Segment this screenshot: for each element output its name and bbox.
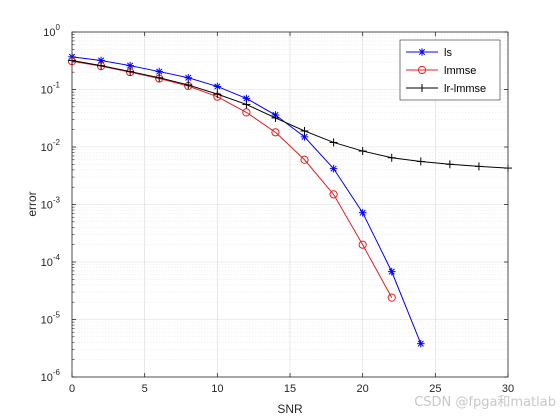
- marker-stroke: [185, 74, 192, 81]
- marker-stroke: [359, 209, 366, 216]
- x-tick-label: 20: [357, 383, 369, 395]
- x-tick-label: 30: [502, 383, 514, 395]
- y-tick-label: 10-2: [41, 138, 61, 154]
- data-point-circle: [387, 293, 396, 302]
- x-tick-label: 5: [142, 383, 148, 395]
- legend-item-ls: ls: [406, 47, 452, 59]
- data-point-asterisk: [417, 339, 425, 348]
- data-point-asterisk: [358, 208, 367, 217]
- marker-stroke: [243, 95, 250, 102]
- marker-stroke: [127, 62, 134, 69]
- marker-stroke: [97, 57, 105, 64]
- x-tick-label: 10: [211, 383, 223, 395]
- data-point-circle: [300, 155, 309, 164]
- data-point-asterisk: [97, 56, 105, 65]
- series-lr-lmmse: [68, 56, 512, 173]
- marker-stroke: [417, 340, 424, 347]
- y-tick-label: 10-5: [41, 311, 61, 327]
- data-point-plus: [126, 67, 135, 76]
- data-point-plus: [445, 160, 454, 169]
- legend: ls lmmse lr-lmmse: [399, 39, 501, 101]
- y-tick-label: 10-6: [41, 368, 61, 384]
- watermark: CSDN @fpga和matlab: [414, 395, 556, 410]
- x-axis-label: SNR: [277, 402, 303, 416]
- data-point-circle: [358, 240, 367, 249]
- data-point-plus: [242, 100, 251, 109]
- marker-stroke: [330, 165, 337, 172]
- data-point-plus: [416, 157, 425, 166]
- data-point-plus: [358, 147, 367, 156]
- legend-label: lmmse: [444, 65, 476, 77]
- data-point-circle: [329, 190, 338, 199]
- legend-label: ls: [444, 47, 452, 59]
- data-point-asterisk: [387, 267, 396, 276]
- series-layer: [67, 53, 512, 348]
- marker-stroke: [156, 68, 163, 75]
- marker-stroke: [388, 268, 395, 275]
- data-point-plus: [474, 162, 483, 171]
- tick-labels: 0 5 10 15 20 25 30 100 10-1 10-2 10-3 10-4 10-5 10-6: [41, 23, 515, 395]
- data-point-plus: [387, 153, 396, 162]
- series-line-lmmse: [71, 60, 393, 298]
- x-tick-label: 0: [69, 383, 75, 395]
- y-tick-label: 10-1: [41, 81, 61, 97]
- y-tick-label: 10-3: [41, 196, 61, 212]
- data-point-circle: [242, 108, 251, 117]
- data-point-plus: [155, 73, 164, 82]
- data-point-plus: [418, 84, 426, 92]
- data-point-asterisk: [213, 82, 222, 91]
- data-point-asterisk: [418, 48, 426, 56]
- data-point-circle: [417, 65, 427, 75]
- data-point-plus: [184, 80, 193, 89]
- data-point-asterisk: [329, 164, 338, 173]
- series-line-lr-lmmse: [71, 59, 509, 169]
- data-point-plus: [300, 126, 309, 135]
- data-point-plus: [329, 138, 338, 147]
- data-point-plus: [97, 61, 106, 70]
- data-point-asterisk: [242, 94, 251, 103]
- legend-label: lr-lmmse: [444, 83, 486, 95]
- y-tick-label: 10-4: [41, 253, 61, 269]
- y-tick-label: 100: [43, 23, 60, 39]
- y-axis-label: error: [25, 191, 39, 216]
- data-point-asterisk: [184, 73, 193, 82]
- legend-item-lr-lmmse: lr-lmmse: [406, 83, 486, 95]
- marker-stroke: [301, 133, 308, 140]
- data-point-circle: [271, 128, 280, 137]
- marker-stroke: [214, 83, 221, 90]
- x-tick-label: 25: [429, 383, 441, 395]
- legend-item-lmmse: lmmse: [406, 65, 476, 77]
- data-point-plus: [213, 90, 222, 99]
- x-tick-label: 15: [284, 383, 296, 395]
- data-point-plus: [271, 113, 280, 122]
- marker-stroke: [418, 48, 426, 56]
